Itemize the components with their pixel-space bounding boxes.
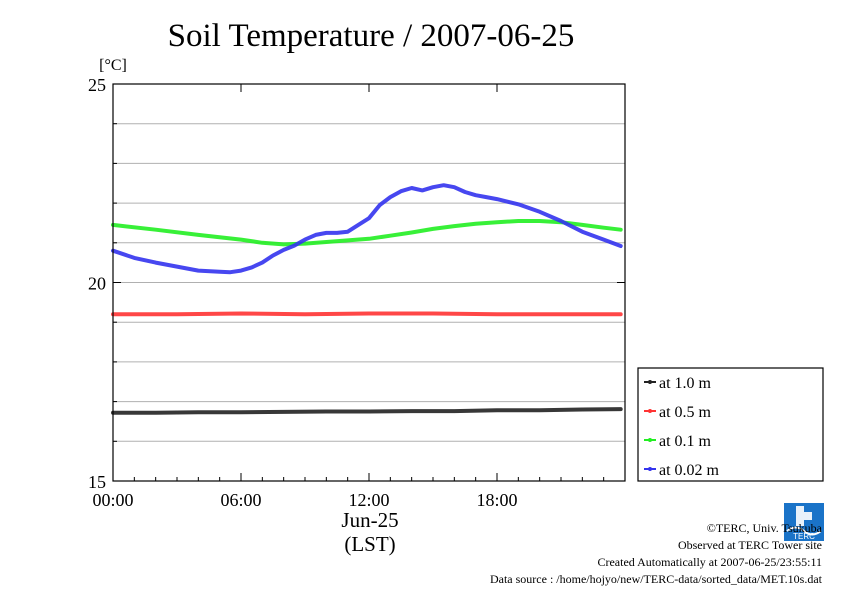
legend-marker-0 <box>648 380 652 384</box>
series-line-3 <box>111 183 623 275</box>
x-tick-label-2: 12:00 <box>348 490 389 510</box>
x-axis-label: (LST) <box>344 532 395 556</box>
legend: at 1.0 m at 0.5 m at 0.1 m at 0.02 m <box>637 367 824 482</box>
y-tick-label-2: 25 <box>88 75 106 95</box>
terc-logo-icon: TERC <box>784 503 824 541</box>
y-tick-label-1: 20 <box>88 274 106 294</box>
series-line-2 <box>111 219 623 247</box>
logo-text: TERC <box>793 532 815 541</box>
x-tick-label-0: 00:00 <box>92 490 133 510</box>
footer-credit: ©TERC, Univ. Tsukuba <box>707 521 823 535</box>
series-line-1 <box>111 311 623 317</box>
y-axis-unit-label: [°C] <box>99 57 127 74</box>
y-tick-label-0: 15 <box>88 472 106 492</box>
grid-lines <box>113 123 625 442</box>
footer-source: Data source : /home/hojyo/new/TERC-data/… <box>490 572 823 586</box>
series-line-0 <box>111 407 623 415</box>
footer-created: Created Automatically at 2007-06-25/23:5… <box>597 555 822 569</box>
legend-label-2: at 0.1 m <box>659 433 712 450</box>
legend-label-1: at 0.5 m <box>659 404 712 421</box>
legend-box <box>637 367 824 482</box>
series-layer <box>111 183 623 415</box>
axis-tick-labels: 15 20 25 00:00 06:00 12:00 18:00 <box>88 75 518 510</box>
footer-observed: Observed at TERC Tower site <box>678 538 822 552</box>
axis-ticks <box>112 83 625 482</box>
x-tick-label-3: 18:00 <box>476 490 517 510</box>
legend-marker-1 <box>648 409 652 413</box>
legend-marker-2 <box>648 438 652 442</box>
x-axis-date-label: Jun-25 <box>341 508 398 532</box>
legend-label-0: at 1.0 m <box>659 375 712 392</box>
chart-title: Soil Temperature / 2007-06-25 <box>168 18 575 54</box>
x-tick-label-1: 06:00 <box>220 490 261 510</box>
legend-marker-3 <box>648 467 652 471</box>
legend-label-3: at 0.02 m <box>659 462 720 479</box>
